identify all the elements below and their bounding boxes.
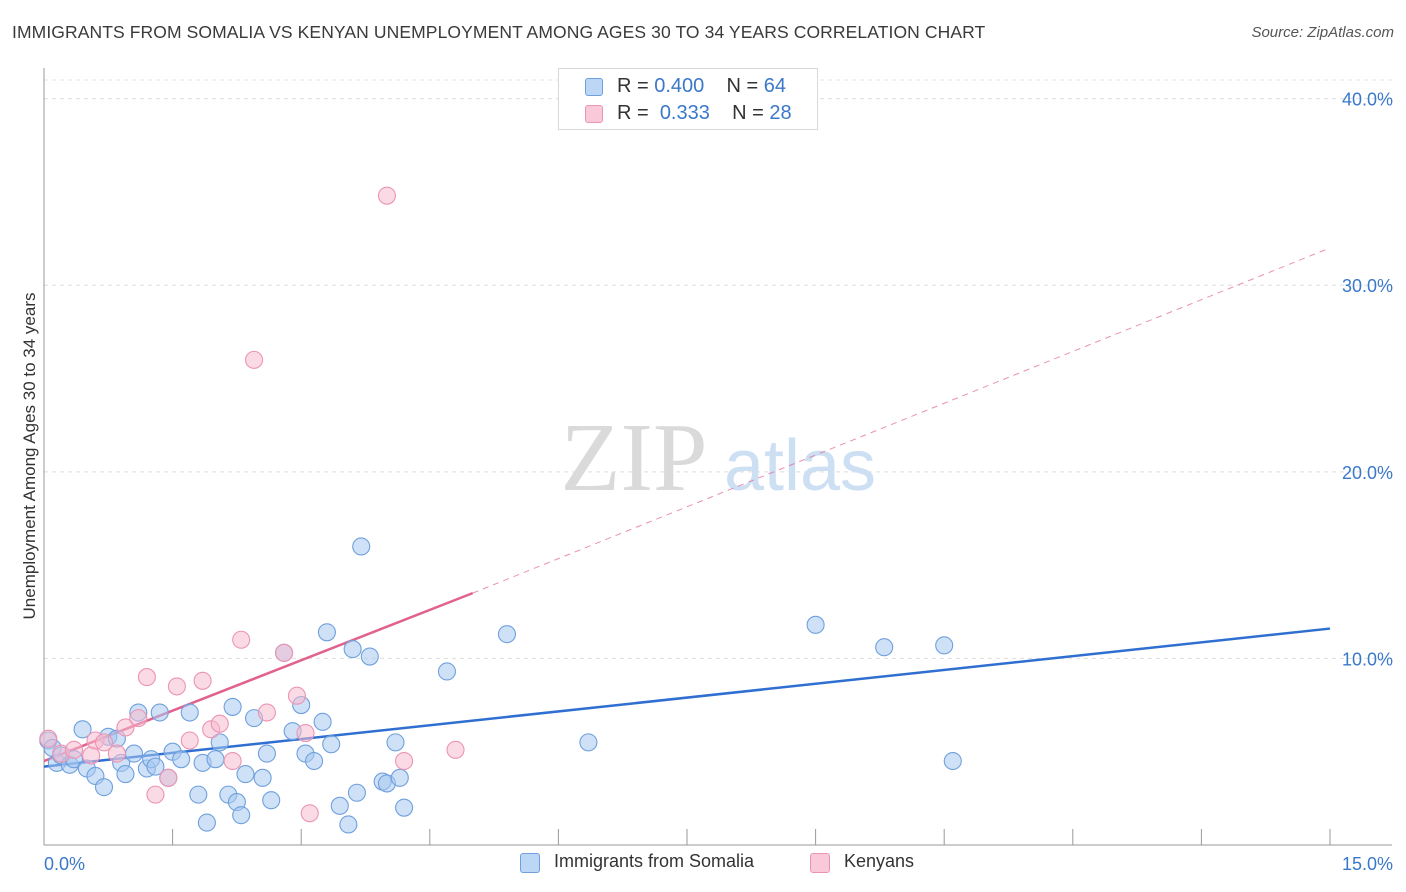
trend-line-somalia xyxy=(43,627,1331,768)
point-somalia xyxy=(232,806,251,825)
point-somalia xyxy=(330,796,349,815)
point-somalia xyxy=(257,744,276,763)
gridlines xyxy=(44,79,1392,659)
point-kenyans xyxy=(159,768,178,787)
point-somalia xyxy=(172,750,191,769)
point-kenyans xyxy=(300,804,319,823)
watermark-atlas: atlas xyxy=(724,426,876,506)
stats-legend: R = 0.400 N = 64 R = 0.333 N = 28 xyxy=(558,68,818,130)
n-value-kenyans: 28 xyxy=(769,102,792,124)
point-somalia xyxy=(437,662,456,681)
y-tick-label: 20.0% xyxy=(1342,463,1393,483)
y-tick-label: 30.0% xyxy=(1342,276,1393,296)
point-somalia xyxy=(317,623,336,642)
tick-labels: 10.0% 20.0% 30.0% 40.0% 0.0% 15.0% xyxy=(44,90,1393,874)
point-kenyans xyxy=(167,677,186,696)
r-value-kenyans: 0.333 xyxy=(659,102,710,124)
axes xyxy=(43,68,1392,846)
watermark-zip: ZIP xyxy=(561,404,708,512)
point-somalia xyxy=(223,697,242,716)
point-kenyans xyxy=(244,350,264,369)
somalia-swatch xyxy=(585,78,603,96)
point-somalia xyxy=(189,785,208,804)
legend-label-somalia: Immigrants from Somalia xyxy=(554,851,755,871)
point-somalia xyxy=(313,712,332,731)
point-somalia xyxy=(253,768,272,787)
data-points xyxy=(39,186,962,834)
point-somalia xyxy=(497,625,517,644)
point-kenyans xyxy=(232,630,251,649)
point-somalia xyxy=(94,778,114,797)
point-kenyans xyxy=(39,729,58,748)
point-kenyans xyxy=(446,740,465,759)
point-somalia xyxy=(347,783,366,802)
point-somalia xyxy=(386,733,405,752)
n-label: N = xyxy=(732,102,764,124)
point-somalia xyxy=(352,537,371,556)
point-kenyans xyxy=(129,709,148,728)
source-credit: Source: ZipAtlas.com xyxy=(1251,24,1394,41)
point-somalia xyxy=(210,733,229,752)
point-somalia xyxy=(197,813,216,832)
point-somalia xyxy=(360,647,379,666)
n-label: N = xyxy=(726,75,759,97)
point-kenyans xyxy=(116,718,135,737)
point-kenyans xyxy=(107,744,126,763)
point-somalia xyxy=(343,640,362,659)
point-somalia xyxy=(150,703,169,722)
point-somalia xyxy=(236,765,255,784)
x-tick-label-max: 15.0% xyxy=(1342,854,1393,874)
point-somalia xyxy=(579,733,598,752)
r-value-somalia: 0.400 xyxy=(654,75,705,97)
somalia-legend-swatch xyxy=(520,853,540,873)
x-tick-label-min: 0.0% xyxy=(44,854,85,874)
point-somalia xyxy=(390,768,409,787)
point-kenyans xyxy=(137,668,156,687)
point-somalia xyxy=(116,765,135,784)
point-kenyans xyxy=(223,751,242,771)
point-kenyans xyxy=(180,731,199,750)
point-kenyans xyxy=(275,643,294,662)
point-kenyans xyxy=(146,785,165,804)
point-somalia xyxy=(146,757,165,776)
point-somalia xyxy=(339,815,358,834)
point-kenyans xyxy=(82,746,101,765)
point-kenyans xyxy=(395,751,414,771)
point-kenyans xyxy=(64,740,84,759)
point-somalia xyxy=(180,703,199,722)
kenyans-legend-swatch xyxy=(810,853,830,873)
chart-title: IMMIGRANTS FROM SOMALIA VS KENYAN UNEMPL… xyxy=(12,22,986,42)
y-tick-label: 40.0% xyxy=(1342,90,1393,110)
point-somalia xyxy=(206,750,225,769)
point-kenyans xyxy=(257,703,276,722)
point-somalia xyxy=(395,798,414,817)
r-label: R = xyxy=(617,75,649,97)
point-kenyans xyxy=(210,714,229,733)
point-somalia xyxy=(124,744,144,763)
trend-extension-kenyans xyxy=(472,247,1331,594)
legend-label-kenyans: Kenyans xyxy=(844,851,915,871)
point-somalia xyxy=(73,720,92,739)
point-kenyans xyxy=(377,186,396,205)
point-somalia xyxy=(875,638,894,657)
point-somalia xyxy=(322,735,341,754)
point-kenyans xyxy=(287,686,306,705)
point-kenyans xyxy=(94,733,114,752)
n-value-somalia: 64 xyxy=(763,75,787,97)
y-axis-label: Unemployment Among Ages 30 to 34 years xyxy=(20,292,39,620)
point-somalia xyxy=(943,751,962,771)
point-somalia xyxy=(935,636,954,655)
point-somalia xyxy=(262,791,281,810)
kenyans-swatch xyxy=(585,105,603,123)
point-kenyans xyxy=(296,723,315,743)
watermark: ZIP atlas xyxy=(561,404,877,512)
y-tick-label: 10.0% xyxy=(1342,649,1393,669)
point-somalia xyxy=(806,615,825,634)
r-label: R = xyxy=(617,102,649,124)
point-kenyans xyxy=(193,671,212,690)
point-somalia xyxy=(305,751,324,771)
